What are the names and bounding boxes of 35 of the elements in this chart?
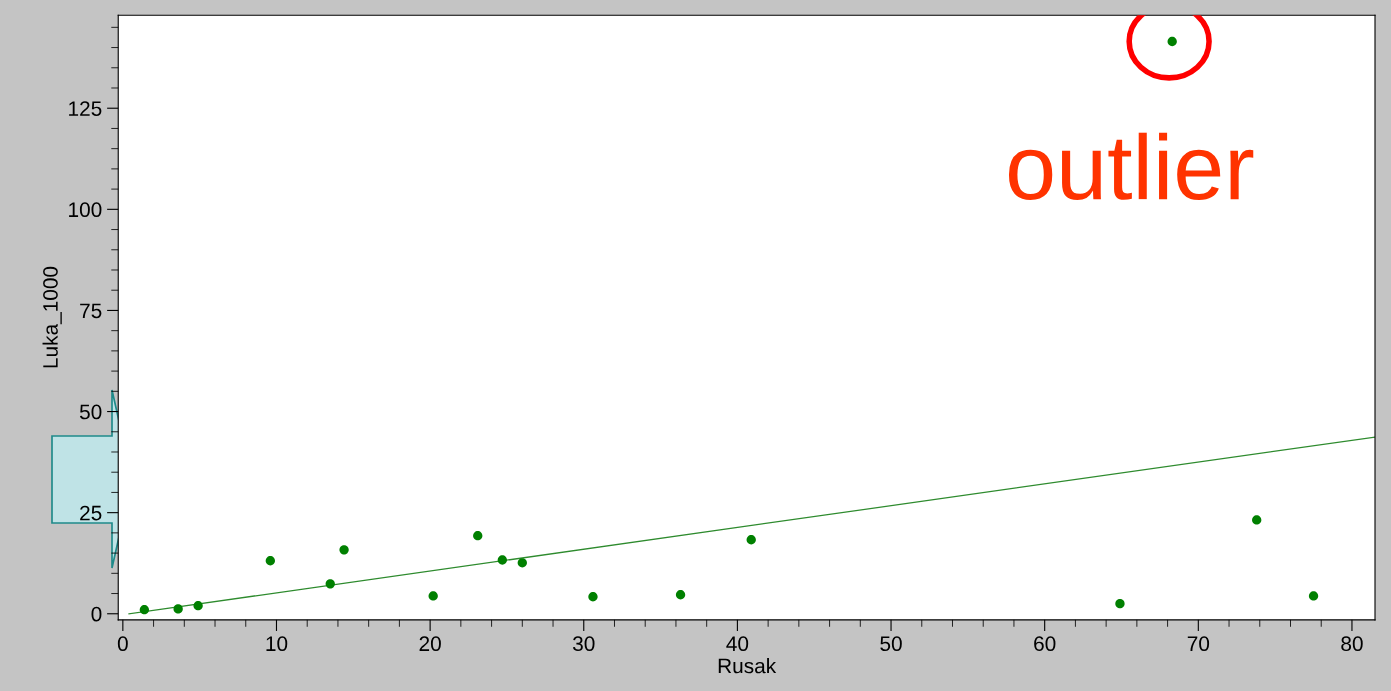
x-tick-label: 80 [1341,636,1363,652]
point [746,535,756,545]
point [588,592,598,602]
x-tick-label: 70 [1187,636,1210,652]
x-tick-label: 10 [266,636,288,652]
point [428,591,438,601]
x-tick-label: 30 [572,636,595,652]
x-tick-label: 60 [1034,636,1056,652]
y-tick-label: 125 [69,101,102,116]
point [517,558,527,568]
y-tick-label: 0 [91,606,102,622]
y-axis-title: Luka_1000 [42,266,62,368]
x-tick-label: 20 [419,636,441,652]
point [1308,591,1319,601]
point [139,605,150,615]
y-tick-label: 75 [80,303,102,319]
point [675,590,686,600]
point [473,531,483,541]
point [325,579,335,589]
point [193,601,203,611]
y-tick-label: 50 [79,404,102,420]
point [1115,598,1125,609]
point [173,604,183,614]
x-tick-label: 40 [726,636,749,652]
point [339,545,349,555]
x-tick-label: 50 [880,636,902,652]
point [265,556,275,566]
point [1252,515,1262,525]
point [1167,36,1177,47]
x-tick-label: 0 [117,636,128,652]
annotation: outlier [1008,132,1254,201]
x-axis-title: Rusak [718,658,777,674]
y-tick-label: 25 [80,505,102,521]
point [497,555,507,565]
y-tick-label: 100 [69,202,102,218]
